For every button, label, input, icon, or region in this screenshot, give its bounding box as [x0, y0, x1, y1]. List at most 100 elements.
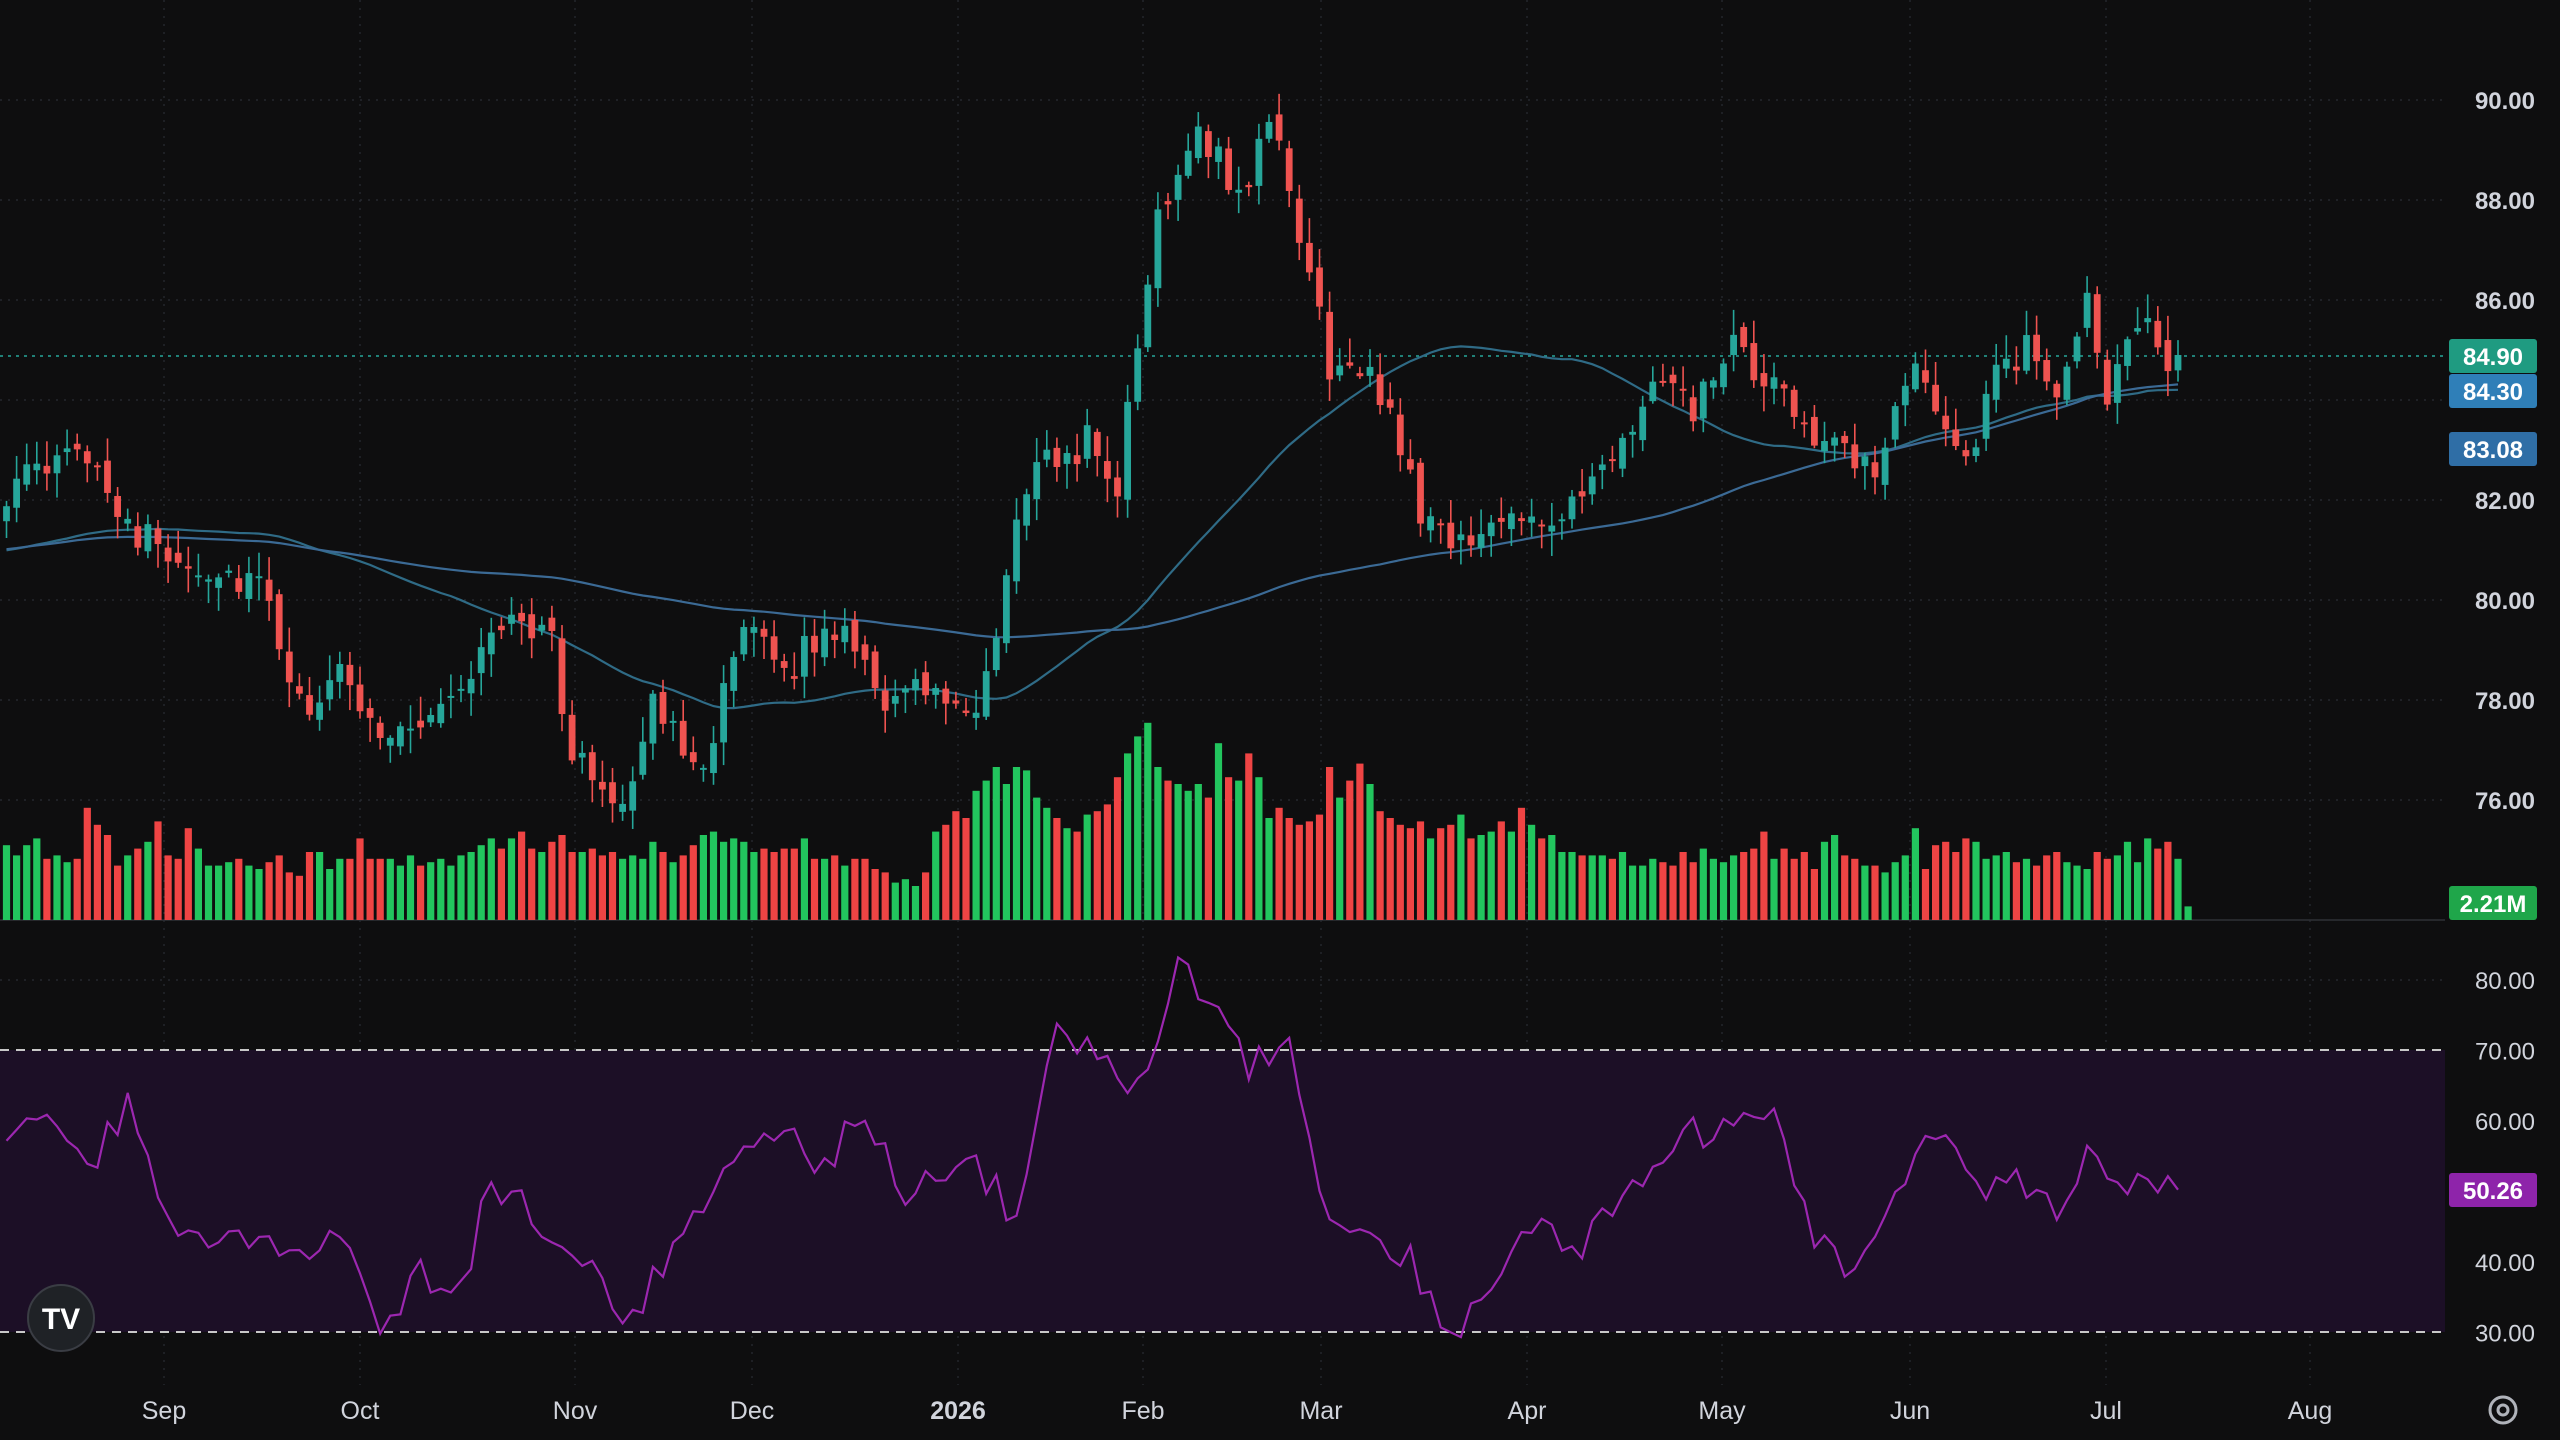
volume-bar: [780, 848, 788, 920]
candle-body: [296, 686, 303, 694]
candle-body: [1336, 365, 1344, 376]
candle-body: [104, 460, 111, 493]
candle-body: [1841, 435, 1849, 444]
candle-body: [891, 696, 899, 704]
time-axis-label: Dec: [730, 1397, 774, 1425]
candle-body: [205, 579, 212, 582]
candle-body: [1194, 126, 1202, 159]
candle-body: [2174, 355, 2182, 371]
candle-body: [417, 720, 424, 728]
candle-body: [811, 635, 818, 653]
candle-body: [1497, 517, 1505, 522]
candle-body: [346, 664, 354, 686]
volume-bar: [932, 831, 940, 920]
candle-body: [498, 625, 505, 631]
candle-body: [164, 547, 172, 562]
volume-bar: [1437, 828, 1445, 920]
volume-bar: [386, 858, 394, 920]
candle-body: [1255, 138, 1263, 186]
rsi-tick-label: 60.00: [2475, 1109, 2535, 1136]
volume-bar: [2103, 858, 2111, 920]
candle-body: [1538, 524, 1546, 527]
volume-bar: [649, 841, 657, 920]
candle-body: [1467, 535, 1475, 546]
candle-body: [1114, 477, 1121, 497]
candle-body: [649, 693, 657, 744]
volume-bar: [730, 838, 738, 920]
volume-bar: [2073, 865, 2081, 920]
candle-body: [1427, 516, 1434, 531]
volume-bar: [1831, 835, 1839, 920]
volume-bar: [1124, 753, 1132, 920]
candle-body: [962, 710, 970, 713]
volume-bar: [1810, 869, 1818, 920]
volume-bar: [2002, 852, 2010, 920]
price-tick-label: 82.00: [2475, 488, 2535, 515]
volume-bar: [1396, 824, 1404, 920]
candle-body: [245, 573, 253, 599]
volume-bar: [1588, 855, 1596, 920]
volume-bar: [2022, 858, 2031, 920]
volume-bar: [1497, 821, 1505, 920]
candle-body: [94, 465, 101, 468]
volume-bar: [336, 858, 344, 920]
time-axis-label: Oct: [341, 1397, 380, 1425]
settings-icon[interactable]: [2488, 1395, 2518, 1425]
rsi-path: [5, 955, 2179, 1339]
candle-body: [821, 628, 828, 658]
volume-bar: [962, 818, 970, 920]
volume-bar: [518, 831, 526, 920]
candle-body: [1023, 494, 1030, 526]
volume-bar: [1174, 784, 1182, 920]
volume-bar: [790, 848, 798, 920]
tradingview-logo[interactable]: TV: [27, 1284, 95, 1352]
volume-bar: [1750, 848, 1758, 920]
volume-bar: [33, 838, 41, 920]
candle-body: [2114, 364, 2121, 403]
candle-body: [366, 708, 374, 718]
volume-bar: [1820, 841, 1829, 920]
volume-bar: [114, 865, 122, 920]
price-tick-label: 80.00: [2475, 588, 2535, 615]
candle-body: [1932, 384, 1939, 412]
candle-body: [1003, 575, 1010, 644]
candle-body: [2144, 318, 2152, 323]
volume-bar: [810, 858, 819, 920]
volume-bar: [1800, 852, 1808, 920]
volume-bar: [285, 872, 293, 920]
candle-body: [831, 634, 839, 641]
volume-bar: [204, 865, 213, 920]
candle-body: [1568, 496, 1576, 520]
candle-body: [2043, 360, 2051, 382]
candle-body: [2154, 320, 2162, 348]
volume-bar: [467, 852, 475, 920]
volume-bar: [1972, 841, 1980, 920]
candle-body: [1295, 198, 1303, 243]
volume-bar: [911, 886, 920, 920]
volume-bar: [1548, 835, 1556, 920]
candle-body: [790, 676, 798, 679]
candle-body: [33, 463, 41, 471]
volume-bar: [275, 855, 283, 920]
candle-body: [982, 671, 990, 717]
candle-body: [881, 690, 889, 711]
volume-bar: [1740, 852, 1748, 920]
candle-body: [730, 657, 738, 691]
volume-bar: [659, 852, 667, 920]
volume-bar: [841, 865, 849, 920]
volume-bar: [1629, 865, 1637, 920]
volume-bar: [669, 862, 677, 920]
candle-body: [1164, 201, 1172, 205]
volume-bar: [406, 855, 415, 920]
candle-body: [407, 728, 414, 731]
candle-body: [629, 781, 637, 811]
candle-body: [1689, 397, 1697, 422]
candle-body: [1205, 131, 1212, 157]
volume-bar: [1225, 777, 1233, 920]
candle-body: [184, 566, 192, 569]
volume-bar: [356, 838, 364, 920]
candle-body: [235, 578, 243, 592]
time-axis-label: Jun: [1890, 1397, 1930, 1425]
candle-body: [801, 635, 808, 677]
